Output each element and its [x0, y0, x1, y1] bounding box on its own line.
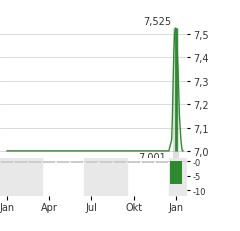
Bar	[29, 161, 41, 163]
Bar	[156, 161, 168, 163]
Bar	[100, 161, 112, 163]
Bar	[128, 161, 140, 163]
Bar	[84, 158, 127, 196]
Bar	[1, 161, 13, 163]
Bar	[170, 161, 182, 185]
Text: 7,525: 7,525	[144, 17, 172, 27]
Bar	[43, 161, 55, 163]
Bar	[15, 161, 27, 163]
Bar	[142, 161, 154, 163]
Bar	[72, 161, 83, 163]
Bar	[169, 158, 187, 196]
Bar	[114, 161, 126, 163]
Bar	[85, 161, 97, 163]
Text: 7,001: 7,001	[138, 152, 166, 162]
Bar	[0, 158, 42, 196]
Bar	[57, 161, 69, 163]
